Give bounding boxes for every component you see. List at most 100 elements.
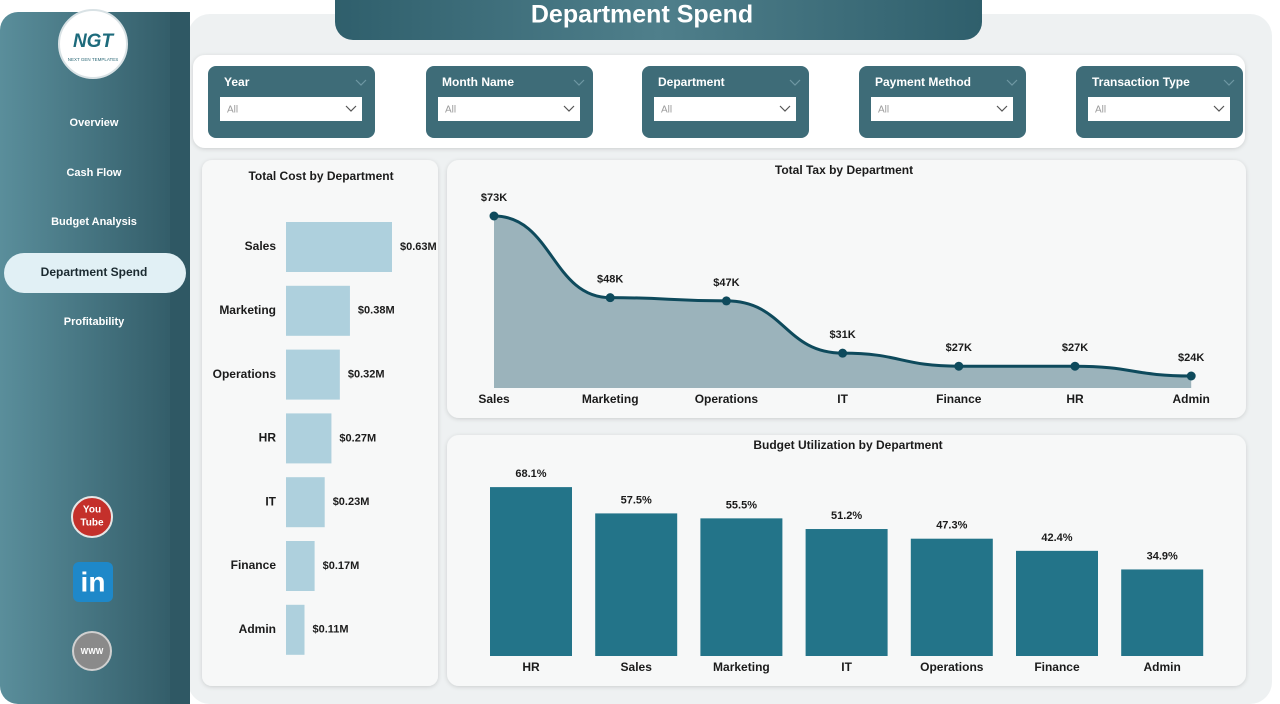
y-tick-label: HR (259, 431, 277, 445)
point (605, 293, 615, 303)
y-tick-label: Marketing (219, 303, 276, 317)
nav-item[interactable]: Budget Analysis (51, 216, 137, 228)
nav-item[interactable]: Cash Flow (66, 167, 121, 179)
filter-chevron-faint (1006, 79, 1018, 86)
filter-dropdown[interactable]: Year All (208, 66, 375, 138)
nav-item[interactable]: Department Spend (4, 253, 186, 293)
data-label: $27K (1062, 342, 1088, 354)
x-tick-label: Marketing (713, 660, 770, 674)
x-tick-label: Admin (1144, 660, 1181, 674)
nav-label: Profitability (64, 316, 125, 328)
header-tab (335, 0, 982, 40)
x-tick-label: HR (522, 660, 540, 674)
data-label: $0.17M (323, 560, 360, 572)
web-icon[interactable]: WWW (72, 631, 112, 671)
x-tick-label: Sales (621, 660, 653, 674)
bar (700, 518, 783, 656)
data-label: $0.63M (400, 241, 437, 253)
x-tick-label: HR (1066, 392, 1084, 406)
filter-chevron-faint (789, 79, 801, 86)
point (838, 348, 848, 358)
nav-label: Department Spend (41, 265, 148, 279)
filter-dropdown[interactable]: Transaction Type All (1076, 66, 1243, 138)
filter-select (871, 97, 1013, 121)
filter-chevron (996, 105, 1008, 112)
bar (286, 413, 332, 464)
filter-label: Transaction Type (1092, 75, 1190, 89)
data-label: $0.32M (348, 369, 385, 381)
filter-chevron (563, 105, 575, 112)
data-label: $0.23M (333, 496, 370, 508)
x-tick-label: Finance (1034, 660, 1080, 674)
web-circle (72, 631, 112, 671)
filter-chevron (779, 105, 791, 112)
x-tick-label: Admin (1173, 392, 1210, 406)
filter-label: Payment Method (875, 75, 971, 89)
x-tick-label: Marketing (582, 392, 639, 406)
filter-value: All (878, 105, 889, 116)
filter-dropdown[interactable]: Month Name All (426, 66, 593, 138)
bar (286, 477, 325, 528)
point (1070, 361, 1080, 371)
nav-highlight (4, 253, 186, 293)
data-label: 42.4% (1041, 532, 1072, 544)
bar (286, 222, 392, 272)
filter-label: Month Name (442, 75, 514, 89)
data-label: $0.11M (313, 624, 349, 636)
filter-select (220, 97, 362, 121)
data-label: 34.9% (1147, 550, 1178, 562)
data-label: $27K (946, 342, 972, 354)
youtube-text: Tube (80, 518, 104, 529)
x-tick-label: IT (841, 660, 852, 674)
nav-label: Budget Analysis (51, 216, 137, 228)
filter-chevron-faint (573, 79, 585, 86)
bar (910, 538, 993, 656)
y-tick-label: Admin (239, 622, 276, 636)
bar (805, 529, 888, 656)
youtube-icon[interactable]: You Tube (71, 496, 113, 538)
filter-label: Year (224, 75, 250, 89)
logo-tagline: NEXT GEN TEMPLATES (68, 57, 119, 62)
nav-item[interactable]: Overview (70, 117, 119, 129)
y-tick-label: Operations (213, 367, 277, 381)
nav-item[interactable]: Profitability (64, 316, 125, 328)
data-label: $0.27M (339, 432, 376, 444)
point (954, 361, 964, 371)
filter-chevron-faint (355, 79, 367, 86)
chart-title: Total Tax by Department (775, 163, 913, 177)
nav-label: Overview (70, 117, 119, 129)
x-tick-label: Sales (478, 392, 510, 406)
nav-label: Cash Flow (66, 167, 121, 179)
youtube-circle (71, 496, 113, 538)
linkedin-icon[interactable]: in (73, 562, 113, 602)
filter-value: All (227, 105, 238, 116)
linkedin-box (73, 562, 113, 602)
x-tick-label: Operations (920, 660, 984, 674)
filter-select (438, 97, 580, 121)
bar (1121, 569, 1204, 656)
filter-dropdown[interactable]: Department All (642, 66, 809, 138)
bar (286, 285, 350, 336)
chart-title: Budget Utilization by Department (753, 438, 942, 452)
y-tick-label: IT (265, 494, 276, 508)
bar (286, 349, 340, 400)
point (489, 211, 499, 221)
filter-chevron-faint (1223, 79, 1235, 86)
bar (1016, 550, 1098, 656)
page-title: Department Spend (531, 1, 753, 29)
filter-value: All (1095, 105, 1106, 116)
x-tick-label: IT (837, 392, 848, 406)
bar (286, 541, 315, 591)
data-label: $24K (1178, 352, 1204, 364)
filter-label: Department (658, 75, 725, 89)
filter-dropdown[interactable]: Payment Method All (859, 66, 1026, 138)
data-label: $47K (713, 277, 739, 289)
bar (595, 513, 678, 656)
filter-select (1088, 97, 1230, 121)
data-label: $73K (481, 192, 507, 204)
sidebar (0, 12, 190, 704)
data-label: $31K (829, 329, 855, 341)
data-label: 47.3% (936, 520, 967, 532)
chart-title: Total Cost by Department (248, 169, 393, 183)
